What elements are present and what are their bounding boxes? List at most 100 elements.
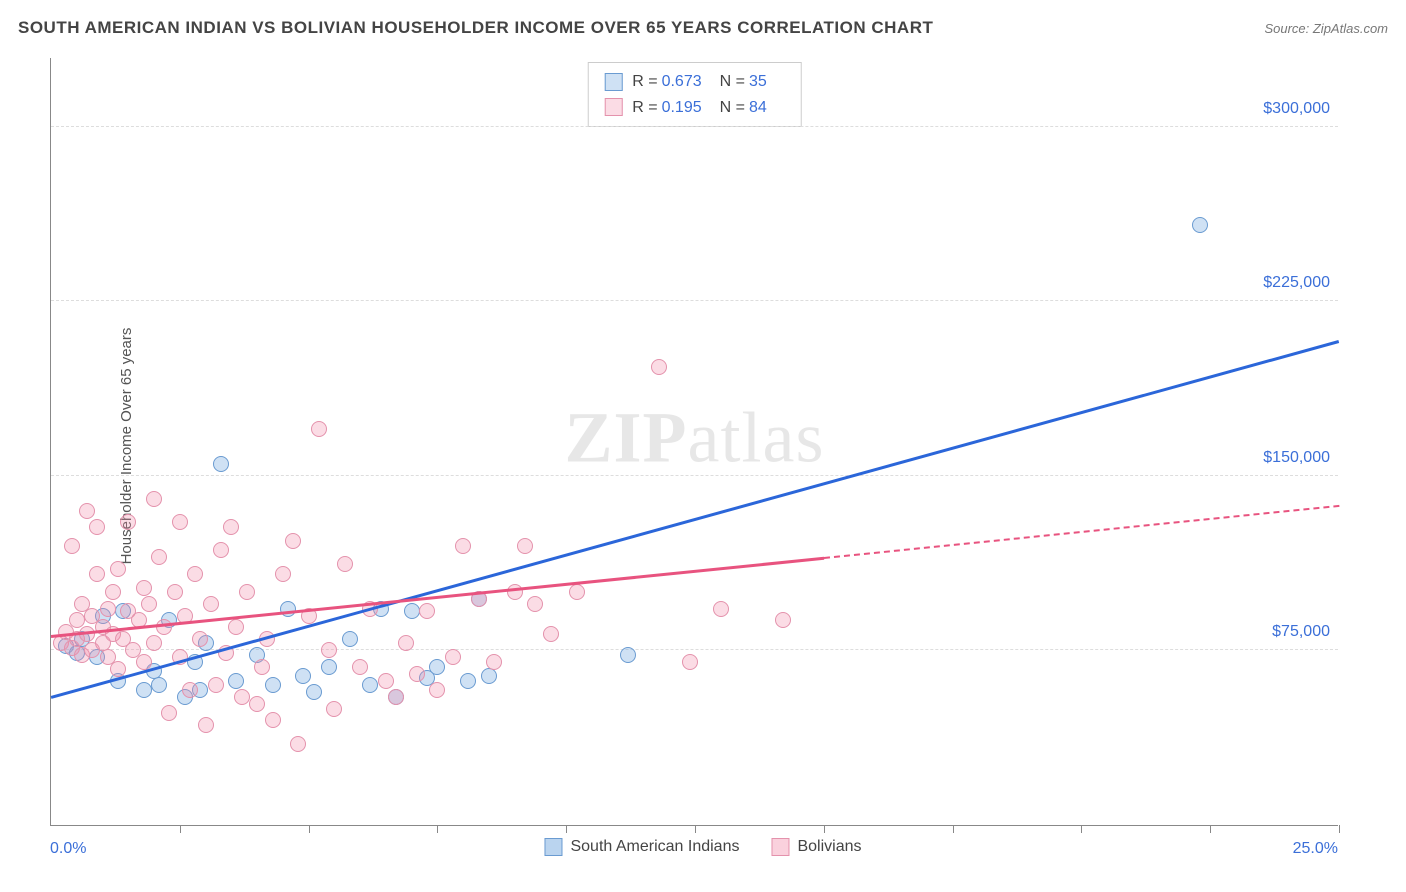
data-point [110,561,126,577]
data-point [713,601,729,617]
gridline [51,126,1338,127]
data-point [120,514,136,530]
data-point [321,659,337,675]
data-point [192,631,208,647]
data-point [213,456,229,472]
data-point [460,673,476,689]
data-point [352,659,368,675]
data-point [151,549,167,565]
watermark-bold: ZIP [565,397,688,477]
data-point [388,689,404,705]
data-point [362,677,378,693]
data-point [280,601,296,617]
x-tick [1339,825,1340,833]
x-axis-min-label: 0.0% [50,840,86,858]
legend-swatch-icon [771,838,789,856]
legend-row: R =0.673N =35 [604,69,785,95]
data-point [398,635,414,651]
data-point [100,601,116,617]
x-tick [1081,825,1082,833]
data-point [481,668,497,684]
data-point [223,519,239,535]
trend-line [824,505,1339,559]
data-point [136,682,152,698]
watermark-light: atlas [688,397,825,477]
data-point [342,631,358,647]
data-point [228,673,244,689]
data-point [265,712,281,728]
data-point [249,696,265,712]
data-point [254,659,270,675]
data-point [234,689,250,705]
data-point [651,359,667,375]
data-point [429,659,445,675]
data-point [486,654,502,670]
legend-stat: R =0.195N =84 [632,95,785,121]
data-point [146,635,162,651]
y-tick-label: $300,000 [1263,100,1330,118]
data-point [290,736,306,752]
data-point [337,556,353,572]
data-point [569,584,585,600]
data-point [69,612,85,628]
data-point [167,584,183,600]
data-point [136,580,152,596]
x-tick [695,825,696,833]
chart-title: SOUTH AMERICAN INDIAN VS BOLIVIAN HOUSEH… [18,18,933,38]
legend-item: South American Indians [544,838,739,856]
data-point [105,584,121,600]
title-bar: SOUTH AMERICAN INDIAN VS BOLIVIAN HOUSEH… [18,18,1388,38]
data-point [182,682,198,698]
gridline [51,300,1338,301]
data-point [455,538,471,554]
x-tick [309,825,310,833]
x-tick [953,825,954,833]
data-point [203,596,219,612]
data-point [419,603,435,619]
x-tick [1210,825,1211,833]
data-point [89,519,105,535]
data-point [378,673,394,689]
data-point [429,682,445,698]
data-point [151,677,167,693]
data-point [409,666,425,682]
data-point [620,647,636,663]
source-label: Source: ZipAtlas.com [1264,21,1388,36]
data-point [79,503,95,519]
x-tick [180,825,181,833]
data-point [321,642,337,658]
data-point [265,677,281,693]
series-legend: South American Indians Bolivians [544,838,861,856]
data-point [404,603,420,619]
y-tick-label: $150,000 [1263,449,1330,467]
trend-line [51,557,824,638]
data-point [228,619,244,635]
gridline [51,475,1338,476]
data-point [775,612,791,628]
legend-swatch-icon [544,838,562,856]
data-point [146,491,162,507]
data-point [89,566,105,582]
data-point [156,619,172,635]
data-point [306,684,322,700]
watermark: ZIPatlas [565,396,825,479]
data-point [517,538,533,554]
legend-item: Bolivians [771,838,861,856]
x-tick [566,825,567,833]
data-point [213,542,229,558]
data-point [141,596,157,612]
legend-label: South American Indians [570,838,739,856]
data-point [275,566,291,582]
x-tick [437,825,438,833]
data-point [172,514,188,530]
y-tick-label: $75,000 [1272,623,1330,641]
data-point [543,626,559,642]
legend-swatch-icon [604,73,622,91]
gridline [51,649,1338,650]
legend-label: Bolivians [797,838,861,856]
x-axis-max-label: 25.0% [1293,840,1338,858]
x-tick [824,825,825,833]
legend-swatch-icon [604,98,622,116]
trend-line [51,340,1340,698]
data-point [295,668,311,684]
